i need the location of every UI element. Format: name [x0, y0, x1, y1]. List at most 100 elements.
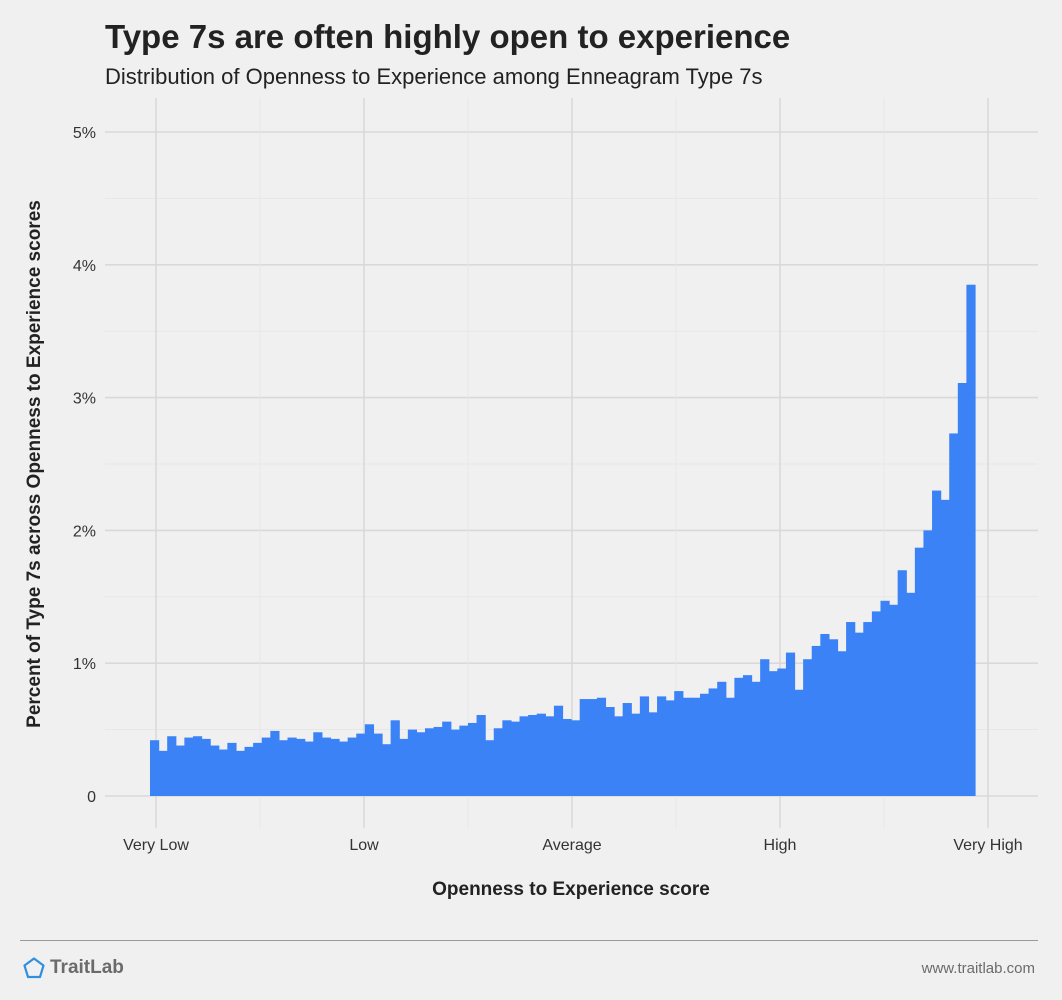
- histogram-bar: [957, 382, 968, 796]
- histogram-bar: [364, 724, 375, 796]
- histogram-bar: [278, 740, 289, 796]
- histogram-bar: [854, 632, 864, 796]
- histogram-bar: [433, 726, 443, 796]
- histogram-bar: [700, 693, 710, 796]
- histogram-bars: [150, 284, 976, 796]
- histogram-bar: [476, 714, 486, 796]
- histogram-bar: [785, 652, 796, 796]
- histogram-bar: [158, 750, 168, 796]
- histogram-bar: [665, 700, 675, 796]
- histogram-bar: [235, 750, 246, 796]
- brand-logo[interactable]: TraitLab: [22, 956, 124, 980]
- histogram-bar: [648, 712, 658, 796]
- y-tick-label: 1%: [73, 656, 96, 673]
- footer-divider: [20, 940, 1038, 941]
- histogram-bar: [846, 622, 856, 796]
- histogram-bar: [622, 703, 632, 796]
- histogram-bar: [347, 737, 357, 796]
- histogram-bar: [399, 738, 409, 796]
- histogram-bar: [407, 729, 418, 796]
- x-axis-ticks: Very Low Low Average High Very High: [123, 837, 1023, 854]
- histogram-bar: [459, 725, 469, 796]
- histogram-bar: [150, 740, 160, 796]
- histogram-bar: [588, 699, 598, 796]
- histogram-bar: [940, 499, 950, 796]
- histogram-bar: [717, 681, 727, 796]
- histogram-bar: [657, 696, 667, 796]
- histogram-bar: [390, 720, 400, 796]
- y-tick-label: 3%: [73, 391, 96, 408]
- histogram-bar: [553, 705, 564, 796]
- site-url[interactable]: www.traitlab.com: [921, 960, 1035, 977]
- histogram-bar: [777, 668, 787, 796]
- histogram-bar: [270, 730, 280, 796]
- histogram-bar: [313, 732, 323, 796]
- histogram-bar: [932, 490, 942, 796]
- histogram-bar: [416, 732, 426, 796]
- histogram-bar: [382, 744, 392, 796]
- histogram-bar: [751, 681, 761, 796]
- histogram-bar: [321, 737, 332, 796]
- histogram-bar: [734, 677, 744, 796]
- histogram-bar: [760, 659, 770, 796]
- histogram-bar: [863, 622, 873, 796]
- histogram-bar: [811, 645, 821, 796]
- histogram-bar: [493, 728, 503, 796]
- histogram-bar: [210, 745, 220, 796]
- histogram-bar: [691, 697, 701, 796]
- histogram-bar: [450, 729, 460, 796]
- histogram-bar: [330, 738, 340, 796]
- histogram-bar: [742, 675, 753, 796]
- histogram-bar: [545, 716, 555, 796]
- y-axis-ticks: 0 1% 2% 3% 4% 5%: [73, 125, 96, 806]
- histogram-bar: [674, 691, 684, 796]
- histogram-bar: [192, 736, 203, 796]
- x-tick-label: Low: [349, 837, 379, 854]
- histogram-bar: [828, 639, 839, 796]
- histogram-bar: [966, 284, 976, 796]
- histogram-bar: [510, 721, 521, 796]
- histogram-bar: [897, 570, 907, 796]
- histogram-bar: [949, 433, 959, 796]
- histogram-bar: [253, 742, 263, 796]
- y-tick-label: 2%: [73, 523, 96, 540]
- histogram-bar: [837, 651, 847, 796]
- histogram-bar: [571, 720, 581, 796]
- histogram-bar: [880, 600, 890, 796]
- histogram-bar: [725, 697, 735, 796]
- histogram-bar: [304, 741, 314, 796]
- histogram-bar: [425, 728, 435, 796]
- histogram-bar: [605, 707, 615, 796]
- histogram-bar: [889, 604, 899, 796]
- histogram-bar: [261, 737, 271, 796]
- histogram-bar: [820, 633, 830, 796]
- y-tick-label: 0: [87, 789, 96, 806]
- y-tick-label: 5%: [73, 125, 96, 142]
- x-tick-label: Average: [542, 837, 601, 854]
- histogram-bar: [923, 530, 933, 796]
- histogram-bar: [184, 737, 194, 796]
- histogram-bar: [502, 720, 512, 796]
- x-axis-title: Openness to Experience score: [432, 879, 710, 900]
- histogram-bar: [218, 749, 228, 796]
- x-tick-label: High: [764, 837, 797, 854]
- histogram-bar: [175, 745, 185, 796]
- histogram-chart: 0 1% 2% 3% 4% 5% Very Low Low Average High Very H…: [24, 98, 1038, 900]
- x-tick-label: Very High: [953, 837, 1022, 854]
- histogram-bar: [614, 716, 624, 796]
- histogram-bar: [167, 736, 177, 796]
- histogram-bar: [339, 741, 349, 796]
- histogram-bar: [906, 592, 916, 796]
- pentagon-icon: [23, 957, 45, 979]
- chart-subtitle: Distribution of Openness to Experience a…: [105, 64, 763, 89]
- histogram-bar: [682, 697, 693, 796]
- y-axis-title: Percent of Type 7s across Openness to Ex…: [24, 200, 45, 728]
- histogram-bar: [485, 740, 495, 796]
- histogram-bar: [871, 611, 882, 796]
- histogram-bar: [442, 721, 452, 796]
- histogram-bar: [244, 746, 254, 796]
- x-tick-label: Very Low: [123, 837, 189, 854]
- y-tick-label: 4%: [73, 258, 96, 275]
- histogram-bar: [768, 671, 778, 796]
- histogram-bar: [794, 689, 804, 796]
